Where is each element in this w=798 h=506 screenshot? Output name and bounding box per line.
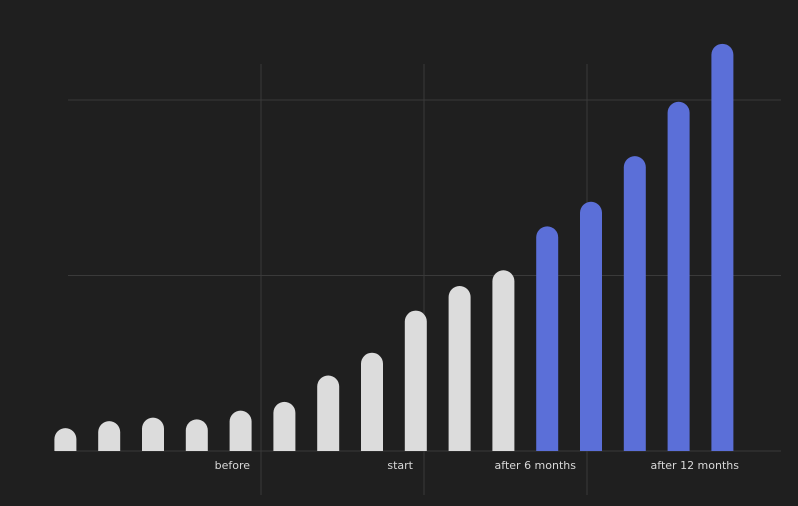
bar [229,410,252,451]
period-label: before [215,459,251,472]
bar [98,421,121,451]
bar [492,270,515,451]
bar [711,43,734,452]
bar [448,286,471,451]
bar [580,201,602,451]
bar [54,428,77,451]
bar [273,401,296,451]
bar [667,101,690,451]
bar [361,352,383,451]
period-label: start [387,459,413,472]
bar [536,226,559,451]
period-label: after 12 months [651,459,740,472]
period-label: after 6 months [495,459,577,472]
bar [185,419,208,451]
bar [317,375,340,451]
bar [404,310,427,451]
bar [142,417,164,451]
bar [623,156,646,451]
